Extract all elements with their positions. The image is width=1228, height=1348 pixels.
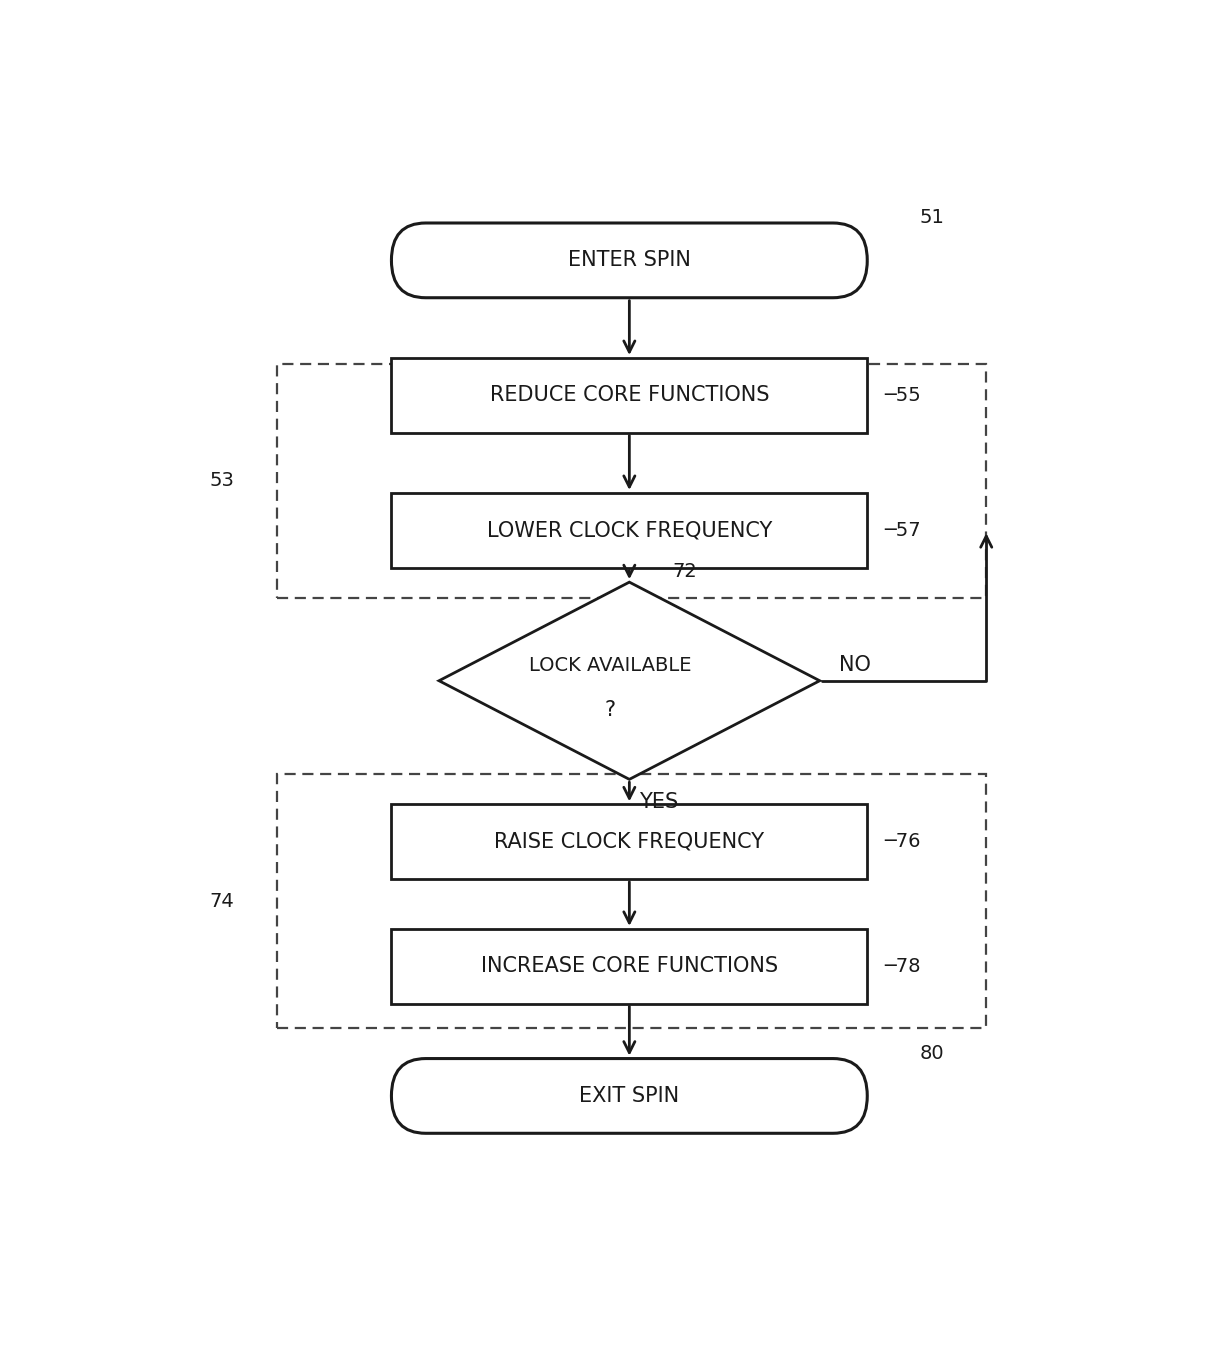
Bar — [392, 493, 867, 568]
Text: NO: NO — [839, 655, 871, 675]
Text: 72: 72 — [672, 562, 698, 581]
Text: ─78: ─78 — [884, 957, 921, 976]
Text: ─55: ─55 — [884, 386, 921, 404]
Text: INCREASE CORE FUNCTIONS: INCREASE CORE FUNCTIONS — [481, 956, 777, 976]
Bar — [392, 805, 867, 879]
Bar — [278, 774, 986, 1029]
Bar — [278, 364, 986, 597]
Bar — [392, 929, 867, 1003]
Text: 80: 80 — [920, 1043, 944, 1062]
Text: ENTER SPIN: ENTER SPIN — [567, 251, 691, 271]
Text: 53: 53 — [210, 472, 235, 491]
Text: REDUCE CORE FUNCTIONS: REDUCE CORE FUNCTIONS — [490, 386, 769, 406]
Text: RAISE CLOCK FREQUENCY: RAISE CLOCK FREQUENCY — [495, 832, 764, 852]
Text: LOWER CLOCK FREQUENCY: LOWER CLOCK FREQUENCY — [486, 520, 772, 541]
FancyBboxPatch shape — [392, 222, 867, 298]
Text: ?: ? — [604, 700, 616, 720]
Text: 51: 51 — [920, 209, 944, 228]
Polygon shape — [440, 582, 820, 779]
Text: ─76: ─76 — [884, 832, 921, 851]
Text: EXIT SPIN: EXIT SPIN — [580, 1086, 679, 1105]
Text: ─57: ─57 — [884, 520, 921, 539]
Text: 74: 74 — [210, 892, 235, 911]
Text: YES: YES — [639, 793, 678, 813]
Bar — [392, 359, 867, 433]
FancyBboxPatch shape — [392, 1058, 867, 1134]
Text: LOCK AVAILABLE: LOCK AVAILABLE — [529, 655, 691, 674]
